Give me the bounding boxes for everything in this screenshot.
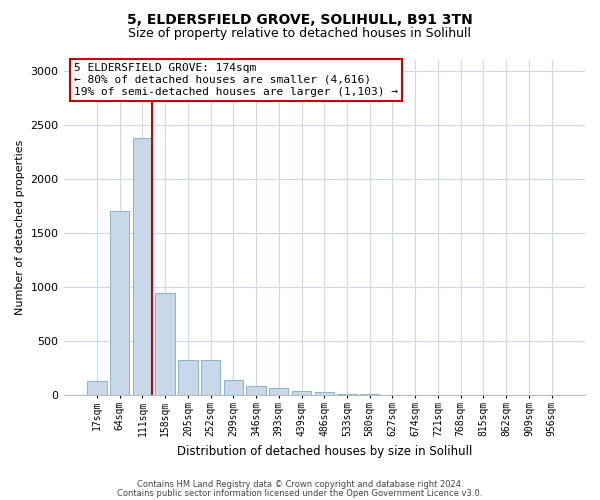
Text: Size of property relative to detached houses in Solihull: Size of property relative to detached ho… bbox=[128, 28, 472, 40]
Bar bbox=[383, 395, 402, 396]
Bar bbox=[314, 392, 334, 396]
Bar bbox=[87, 382, 107, 396]
Text: 5, ELDERSFIELD GROVE, SOLIHULL, B91 3TN: 5, ELDERSFIELD GROVE, SOLIHULL, B91 3TN bbox=[127, 12, 473, 26]
Bar bbox=[178, 360, 197, 396]
X-axis label: Distribution of detached houses by size in Solihull: Distribution of detached houses by size … bbox=[176, 444, 472, 458]
Bar bbox=[292, 391, 311, 396]
Text: Contains HM Land Registry data © Crown copyright and database right 2024.: Contains HM Land Registry data © Crown c… bbox=[137, 480, 463, 489]
Text: 5 ELDERSFIELD GROVE: 174sqm
← 80% of detached houses are smaller (4,616)
19% of : 5 ELDERSFIELD GROVE: 174sqm ← 80% of det… bbox=[74, 64, 398, 96]
Bar bbox=[110, 212, 130, 396]
Bar bbox=[155, 292, 175, 396]
Bar bbox=[360, 394, 379, 396]
Y-axis label: Number of detached properties: Number of detached properties bbox=[15, 140, 25, 316]
Bar bbox=[337, 394, 356, 396]
Bar bbox=[224, 380, 243, 396]
Text: Contains public sector information licensed under the Open Government Licence v3: Contains public sector information licen… bbox=[118, 488, 482, 498]
Bar bbox=[133, 138, 152, 396]
Bar bbox=[269, 388, 289, 396]
Bar bbox=[247, 386, 266, 396]
Bar bbox=[201, 360, 220, 396]
